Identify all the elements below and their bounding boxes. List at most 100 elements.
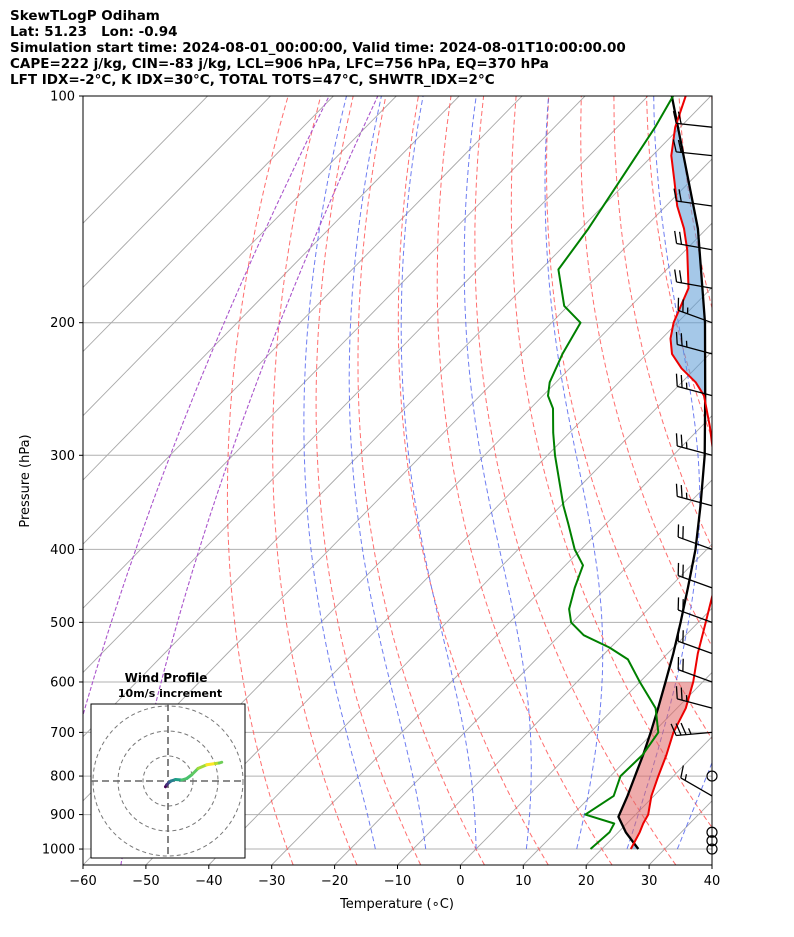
calm-wind-circle: [706, 826, 718, 838]
dry-adiabat-line: [510, 96, 712, 829]
chart-header: SkewTLogP Odiham Lat: 51.23 Lon: -0.94 Sim…: [10, 8, 626, 88]
barb-flag: [680, 765, 684, 779]
barb-flag: [672, 139, 677, 153]
dry-adiabat-line: [777, 96, 794, 865]
barb-staff: [677, 445, 713, 456]
x-tick-label: 10: [515, 874, 532, 889]
dry-adiabat-line: [744, 96, 794, 865]
barb-staff: [677, 669, 713, 683]
moist-adiabat-line: [303, 96, 376, 850]
dry-adiabat-line: [397, 96, 549, 865]
dry-adiabat-line: [226, 96, 294, 865]
x-tick-label: 0: [456, 874, 464, 889]
wind-barb: [675, 373, 713, 397]
y-tick-label: 400: [50, 543, 75, 558]
barb-flag: [677, 139, 682, 153]
isotherm-line: [522, 671, 712, 865]
barb-staff: [676, 122, 713, 128]
isotherm-line: [83, 96, 523, 545]
wind-barb: [706, 835, 718, 847]
dry-adiabat-line: [357, 96, 485, 865]
dry-adiabat-line: [711, 96, 712, 106]
y-tick-label: 800: [50, 770, 75, 785]
moist-adiabat-line: [728, 96, 794, 849]
barb-staff: [680, 777, 713, 797]
x-tick-label: −40: [195, 874, 222, 889]
barb-flag: [675, 483, 678, 497]
isotherm-line: [83, 96, 586, 609]
dry-adiabat-line: [678, 96, 712, 310]
parcel-profile-line: [617, 96, 707, 850]
barb-staff: [676, 731, 713, 737]
y-tick-label: 900: [50, 808, 75, 823]
dry-adiabat-line: [580, 96, 712, 648]
cin-shading: [618, 682, 694, 843]
x-tick-label: 40: [704, 874, 721, 889]
isotherm-line: [83, 96, 460, 481]
barb-flag: [672, 110, 677, 124]
isotherm-line: [397, 543, 712, 865]
y-tick-label: 300: [50, 449, 75, 464]
hodograph-subtitle: 10m/s increment: [118, 687, 222, 700]
dry-adiabat-line: [613, 96, 712, 549]
barb-flag: [674, 230, 678, 244]
calm-wind-circle: [706, 835, 718, 847]
isotherm-line: [83, 158, 712, 802]
mixing-ratio-line: [83, 96, 330, 717]
x-tick-label: −60: [69, 874, 96, 889]
x-tick-label: 30: [641, 874, 658, 889]
wind-barb: [677, 597, 713, 623]
y-tick-label: 600: [50, 675, 75, 690]
wind-barb: [670, 722, 713, 737]
wind-barb: [677, 628, 713, 655]
y-tick-label: 500: [50, 616, 75, 631]
wind-barb: [675, 483, 713, 507]
moist-adiabat-line: [348, 96, 427, 850]
isotherm-line: [334, 479, 712, 865]
wind-barb: [675, 686, 713, 709]
wind-barb: [674, 269, 713, 289]
barb-staff: [677, 309, 713, 324]
barb-flag: [677, 111, 682, 125]
barb-flag: [680, 374, 683, 388]
wind-barb: [706, 843, 718, 855]
barb-staff: [677, 343, 713, 355]
hodograph-trace: [196, 763, 209, 770]
barb-flag: [670, 723, 677, 736]
header-line-2: Lat: 51.23 Lon: -0.94: [10, 24, 178, 40]
barb-flag: [675, 373, 678, 387]
dry-adiabat-line: [272, 96, 358, 865]
x-tick-label: −50: [132, 874, 159, 889]
calm-wind-circle: [706, 843, 718, 855]
barb-flag: [680, 333, 683, 346]
wind-barb: [677, 562, 713, 589]
y-tick-label: 1000: [42, 843, 75, 858]
y-tick-label: 700: [50, 726, 75, 741]
hodograph-title: Wind Profile: [125, 671, 208, 685]
barb-staff: [677, 698, 713, 709]
x-axis-label: Temperature (∘C): [339, 897, 454, 912]
wind-barb: [677, 297, 713, 324]
barb-flag: [678, 270, 683, 283]
barb-flag: [674, 269, 678, 283]
temperature-line: [629, 96, 712, 850]
isotherm-line: [271, 415, 712, 865]
barb-staff: [677, 574, 713, 589]
barb-staff: [676, 151, 713, 157]
barb-flag: [675, 686, 678, 699]
barb-half-flag: [684, 774, 688, 781]
wind-barb: [672, 139, 713, 157]
wind-barb: [680, 765, 713, 797]
barb-flag: [680, 485, 683, 498]
dry-adiabat-line: [315, 96, 422, 865]
barb-staff: [677, 640, 713, 655]
moist-adiabat-line: [626, 96, 701, 850]
x-tick-label: −30: [258, 874, 285, 889]
barb-staff: [676, 281, 713, 289]
wind-barb: [706, 770, 718, 782]
wind-barb: [706, 826, 718, 838]
y-tick-label: 200: [50, 316, 75, 331]
barb-staff: [677, 385, 713, 397]
x-tick-label: 20: [578, 874, 595, 889]
